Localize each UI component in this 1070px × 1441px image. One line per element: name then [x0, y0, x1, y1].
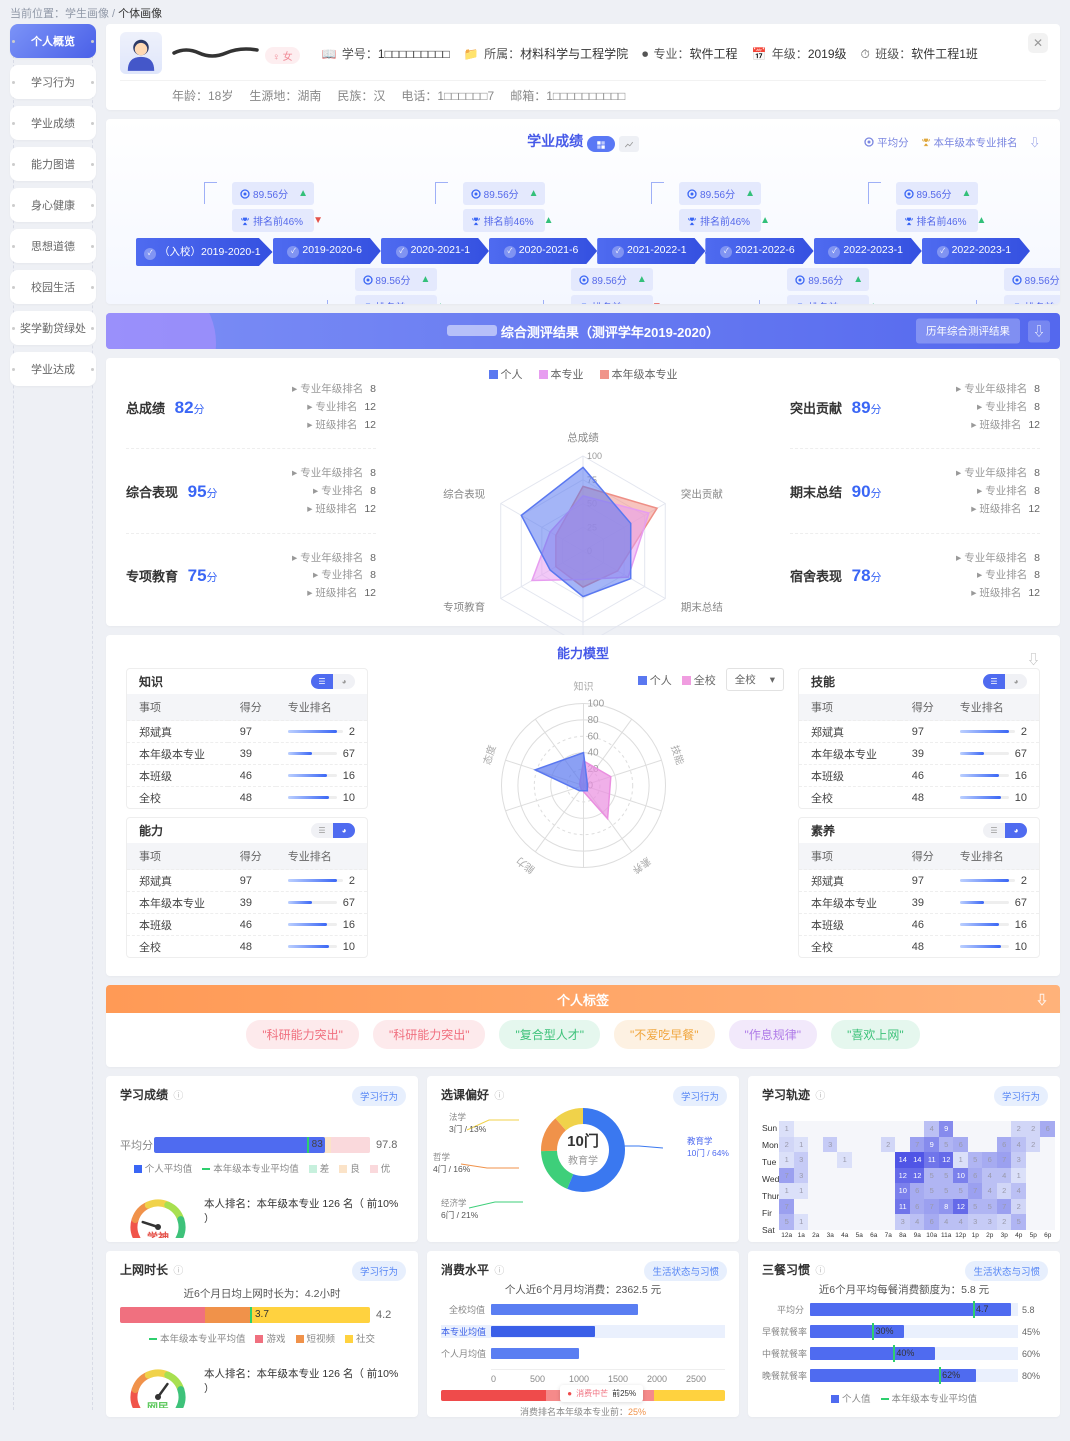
svg-text:期末总结: 期末总结: [681, 600, 723, 613]
svg-text:专项教育: 专项教育: [443, 600, 485, 613]
svg-text:技能: 技能: [668, 743, 687, 766]
svg-text:100: 100: [587, 699, 604, 710]
svg-text:素养: 素养: [629, 854, 653, 876]
svg-text:60: 60: [587, 731, 599, 742]
svg-text:40: 40: [587, 748, 599, 759]
svg-text:100: 100: [587, 451, 602, 461]
svg-text:态度: 态度: [480, 743, 499, 766]
svg-text:10门: 10门: [567, 1132, 599, 1150]
svg-text:综合表现: 综合表现: [443, 487, 485, 500]
svg-text:80: 80: [587, 715, 599, 726]
svg-text:网民: 网民: [147, 1401, 169, 1408]
svg-text:学神: 学神: [147, 1230, 169, 1238]
svg-text:知识: 知识: [573, 680, 593, 693]
svg-text:能力: 能力: [513, 854, 537, 876]
svg-text:总成绩: 总成绩: [567, 431, 599, 444]
svg-text:教育学: 教育学: [568, 1154, 598, 1167]
svg-text:突出贡献: 突出贡献: [681, 487, 723, 500]
